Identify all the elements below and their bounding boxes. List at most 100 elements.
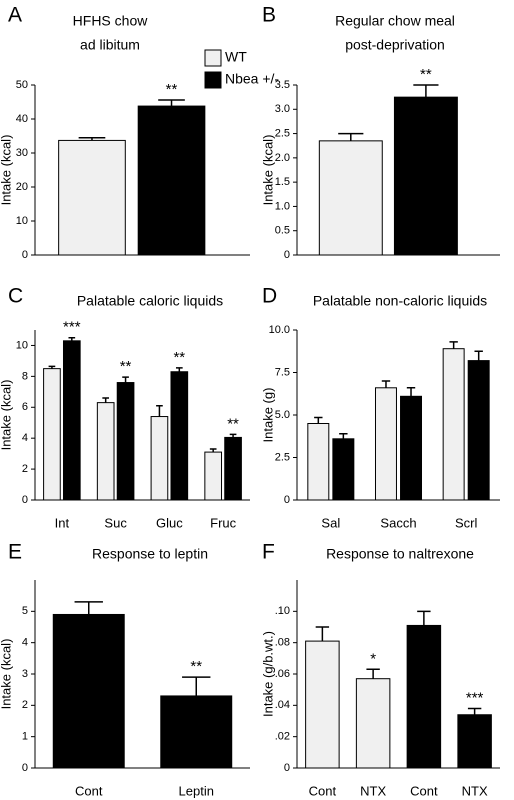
bar <box>160 695 233 769</box>
y-tick-label: 5.0 <box>275 409 290 421</box>
legend-swatch <box>204 49 222 67</box>
panel-letter: E <box>8 541 22 564</box>
error-bar <box>339 432 348 439</box>
y-tick-label: .06 <box>275 668 290 680</box>
x-tick-label: Int <box>55 515 70 530</box>
bar <box>318 140 383 256</box>
significance-label: ** <box>420 66 432 83</box>
y-tick-label: 10 <box>16 215 28 227</box>
y-tick-label: 5 <box>22 605 28 617</box>
x-tick-label: Fruc <box>210 515 237 530</box>
error-bar <box>229 433 237 438</box>
error-bar <box>78 136 106 141</box>
chart-title: Regular chow meal <box>335 13 455 29</box>
y-tick-label: 1 <box>22 731 28 743</box>
y-axis-label: Intake (kcal) <box>260 135 275 206</box>
y-axis-label: Intake (kcal) <box>0 639 13 710</box>
x-tick-label: Cont <box>410 783 438 798</box>
y-tick-label: 50 <box>16 79 28 91</box>
bar <box>224 436 242 501</box>
y-tick-label: .04 <box>275 699 290 711</box>
chart-title: Palatable caloric liquids <box>77 293 223 309</box>
y-tick-label: 8 <box>22 370 28 382</box>
chart-title: Response to leptin <box>92 546 208 562</box>
error-bar <box>156 404 163 417</box>
y-tick-label: 2.5 <box>275 127 290 139</box>
error-bar <box>122 376 129 383</box>
bar <box>374 387 397 501</box>
panel-letter: C <box>8 285 23 308</box>
bar <box>355 678 391 769</box>
error-bar <box>102 397 110 403</box>
error-bar <box>338 132 364 141</box>
error-bar <box>381 380 391 388</box>
error-bar <box>406 387 416 397</box>
bar <box>467 360 490 501</box>
bar <box>393 96 458 256</box>
y-tick-label: 3.5 <box>275 79 290 91</box>
error-bar <box>209 448 217 453</box>
y-tick-label: 4 <box>22 637 28 649</box>
error-bar <box>366 668 380 679</box>
error-bar <box>158 99 185 107</box>
y-tick-label: 2 <box>22 699 28 711</box>
bar <box>170 371 189 501</box>
x-tick-label: NTX <box>462 783 488 798</box>
y-tick-label: 30 <box>16 147 28 159</box>
bar <box>305 640 340 769</box>
y-tick-label: 4 <box>22 432 28 444</box>
chart-title: Palatable non-caloric liquids <box>313 293 487 309</box>
bar <box>406 624 442 769</box>
bar <box>62 340 81 501</box>
error-bar <box>175 367 183 372</box>
significance-label: ** <box>173 349 185 366</box>
x-tick-label: Leptin <box>179 783 214 798</box>
x-tick-label: Sal <box>321 515 340 530</box>
error-bar <box>467 707 482 715</box>
error-bar <box>413 84 439 98</box>
y-tick-label: 0 <box>22 249 28 261</box>
significance-label: * <box>370 650 376 667</box>
bar <box>43 368 61 501</box>
chart-title: ad libitum <box>80 37 140 53</box>
y-tick-label: 2.5 <box>275 451 290 463</box>
error-bar <box>417 610 431 626</box>
y-axis-label: Intake (g) <box>260 388 275 443</box>
error-bar <box>74 601 103 615</box>
x-tick-label: Cont <box>309 783 337 798</box>
error-bar <box>48 365 56 369</box>
y-tick-label: 2 <box>22 463 28 475</box>
y-tick-label: 10.0 <box>269 324 290 336</box>
chart-title: Response to naltrexone <box>326 546 474 562</box>
bar <box>150 416 169 501</box>
x-tick-label: Scrl <box>455 515 478 530</box>
y-tick-label: .10 <box>275 605 290 617</box>
y-tick-label: 40 <box>16 113 28 125</box>
error-bar <box>314 416 323 424</box>
significance-label: *** <box>63 319 81 336</box>
y-tick-label: 6 <box>22 401 28 413</box>
y-axis-label: Intake (g/b.wt.) <box>260 631 275 717</box>
y-axis-label: Intake (kcal) <box>0 380 13 451</box>
legend-label: WT <box>225 49 247 65</box>
x-tick-label: Gluc <box>156 515 183 530</box>
error-bar <box>449 341 458 349</box>
significance-label: ** <box>227 415 239 432</box>
x-tick-label: Sacch <box>380 515 416 530</box>
y-tick-label: 3 <box>22 668 28 680</box>
significance-label: ** <box>166 81 178 98</box>
y-tick-label: 0 <box>22 762 28 774</box>
y-tick-label: 0 <box>284 249 290 261</box>
y-tick-label: .08 <box>275 637 290 649</box>
y-tick-label: 0 <box>284 494 290 506</box>
x-tick-label: NTX <box>360 783 386 798</box>
y-tick-label: 10 <box>16 339 28 351</box>
y-tick-label: 0 <box>22 494 28 506</box>
error-bar <box>68 336 76 341</box>
error-bar <box>182 676 211 696</box>
x-tick-label: Cont <box>75 783 103 798</box>
x-tick-label: Suc <box>104 515 127 530</box>
significance-label: *** <box>466 689 484 706</box>
bar <box>116 382 135 501</box>
